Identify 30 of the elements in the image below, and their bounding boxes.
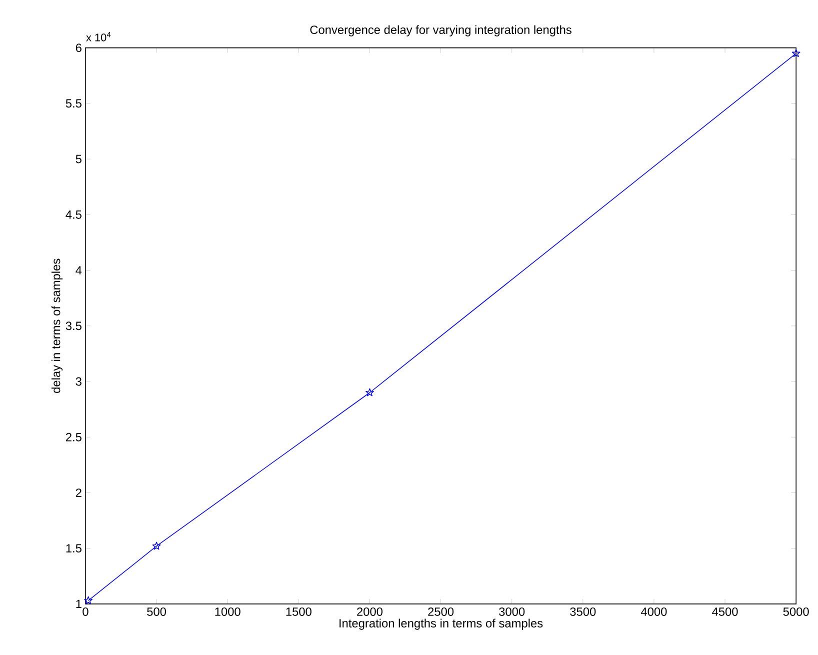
y-tick-label: 5 xyxy=(76,155,82,164)
y-tick-label: 2.5 xyxy=(66,433,82,442)
x-tick-label: 5000 xyxy=(783,608,809,616)
y-tick-label: 1.5 xyxy=(66,544,82,553)
x-axis-title: Integration lengths in terms of samples xyxy=(340,618,543,630)
y-tick-label: 3 xyxy=(76,377,82,386)
y-tick-label: 1 xyxy=(76,600,82,608)
point xyxy=(152,542,161,550)
x-tick-label: 4500 xyxy=(712,608,738,616)
x-tick-label: 1000 xyxy=(215,608,240,616)
x-tick-label: 500 xyxy=(147,608,166,616)
x-tick-label: 3000 xyxy=(499,608,525,616)
y-tick-label: 4.5 xyxy=(66,210,82,219)
y-tick-label: 2 xyxy=(76,488,82,497)
x-tick-label: 1500 xyxy=(286,608,312,616)
chart-title: Convergence delay for varying integration lengths xyxy=(310,25,572,36)
text: x 10$^{4}$ xyxy=(86,32,111,42)
x-tick-label: 3500 xyxy=(570,608,596,616)
x-tick-label: 2500 xyxy=(428,608,454,616)
y-tick-label: 6 xyxy=(76,44,82,52)
y-tick-label: 4 xyxy=(76,266,82,274)
x-tick-label: 0 xyxy=(82,608,88,616)
y-axis-title: delay in terms of samples xyxy=(51,258,63,394)
x-tick-label: 2000 xyxy=(357,608,383,616)
y-tick-label: 5.5 xyxy=(66,99,82,108)
point xyxy=(792,49,800,58)
y-tick-label: 3.5 xyxy=(66,322,82,330)
x-tick-label: 4000 xyxy=(640,608,667,616)
point xyxy=(84,596,92,604)
point xyxy=(366,388,374,396)
